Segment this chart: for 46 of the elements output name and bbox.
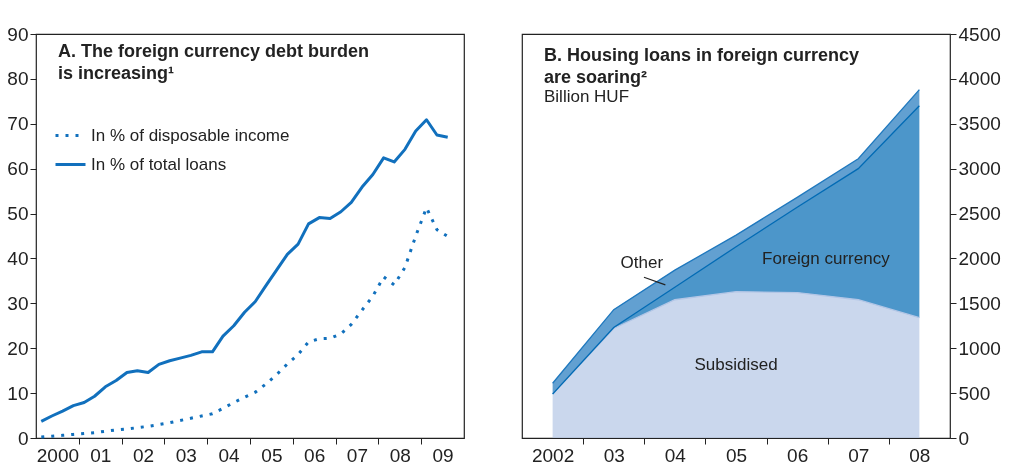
x-tick-label: 05: [261, 444, 283, 466]
text: Billion HUF: [544, 87, 630, 106]
y-tick-label: 2500: [958, 203, 1001, 225]
y-tick-label: 50: [7, 203, 29, 225]
text: A. The foreign currency debt burden is increasing¹: [58, 41, 370, 83]
text: B. Housing loans in foreign currency are soaring²: [544, 45, 860, 87]
x-tick-label: 06: [304, 444, 326, 466]
y-tick-label: 90: [7, 23, 29, 45]
x-tick-label: 08: [909, 444, 931, 466]
y-tick-label: 70: [7, 113, 29, 135]
y-tick-label: 2000: [958, 247, 1001, 269]
x-tick-label: 2000: [36, 444, 80, 466]
series-label: Other: [620, 253, 664, 273]
x-tick-label: 08: [389, 444, 411, 466]
y-tick-label: 4500: [958, 23, 1001, 45]
x-tick-label: 07: [848, 444, 870, 466]
x-tick-label: 06: [787, 444, 809, 466]
x-tick-label: 07: [346, 444, 368, 466]
x-tick-label: 04: [218, 444, 241, 466]
y-tick-label: 3000: [958, 158, 1001, 180]
series-label: Subsidised: [694, 354, 778, 374]
y-tick-label: 3500: [958, 113, 1001, 135]
y-tick-label: 1000: [958, 337, 1001, 359]
y-tick-label: 20: [7, 337, 29, 359]
x-tick-label: 2002: [531, 444, 575, 466]
y-tick-label: 0: [17, 427, 29, 449]
y-tick-label: 30: [7, 292, 29, 314]
y-tick-label: 10: [7, 382, 29, 404]
y-tick-label: 40: [7, 247, 29, 269]
x-tick-label: 03: [603, 444, 625, 466]
legend-label: In % of disposable income: [91, 125, 290, 145]
y-tick-label: 4000: [958, 68, 1001, 90]
x-tick-label: 03: [175, 444, 197, 466]
x-tick-label: 09: [432, 444, 454, 466]
y-tick-label: 80: [7, 68, 29, 90]
x-tick-label: 02: [132, 444, 155, 466]
y-tick-label: 60: [7, 158, 29, 180]
series-label: Foreign currency: [762, 248, 891, 268]
y-tick-label: 0: [958, 427, 970, 449]
x-tick-label: 05: [726, 444, 748, 466]
line-series: [39, 118, 450, 423]
x-tick-label: 01: [90, 444, 112, 466]
y-tick-label: 1500: [958, 292, 1001, 314]
legend-label: In % of total loans: [91, 154, 227, 174]
y-tick-label: 500: [958, 382, 991, 404]
x-tick-label: 04: [664, 444, 687, 466]
